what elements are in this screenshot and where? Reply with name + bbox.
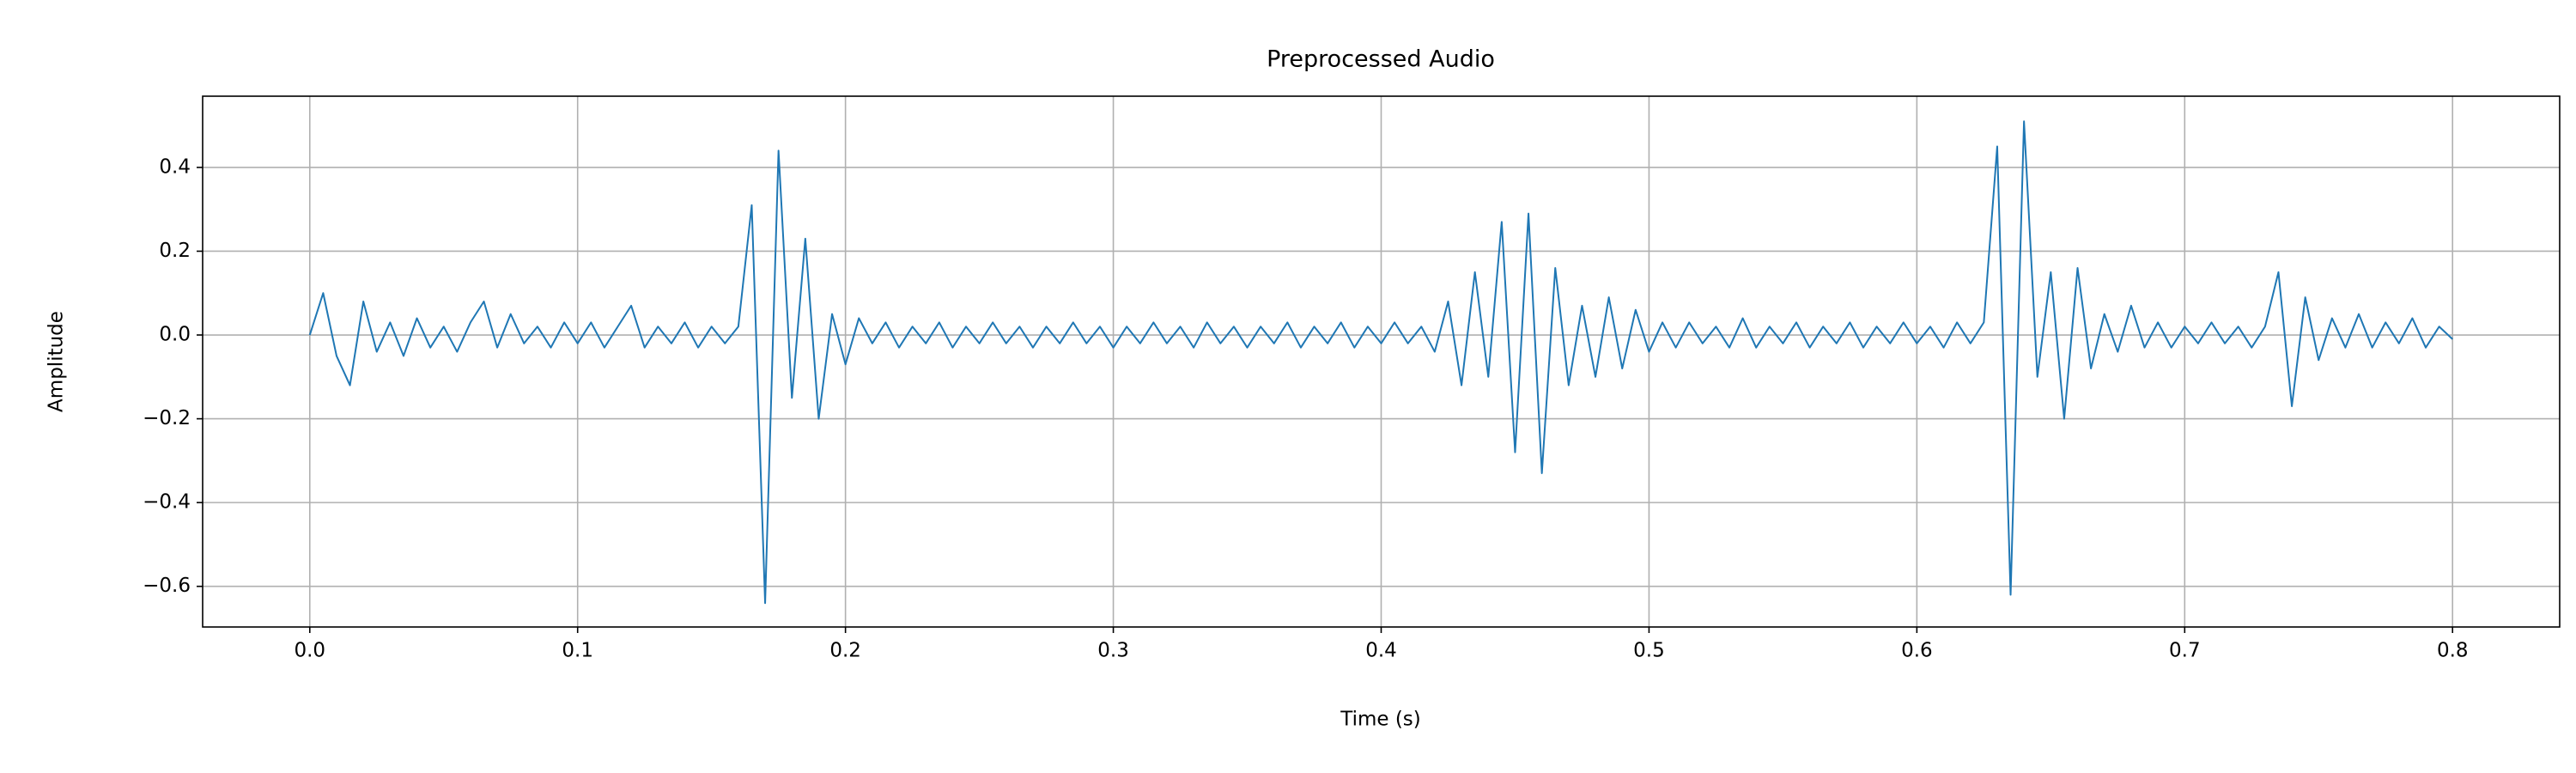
- plot-frame: [202, 95, 2561, 628]
- x-tick-label: 0.6: [1901, 640, 1933, 662]
- y-tick-label: 0.2: [159, 240, 191, 262]
- x-tick-label: 0.2: [829, 640, 861, 662]
- y-tick-label: 0.4: [159, 155, 191, 178]
- x-tick-label: 0.7: [2169, 640, 2201, 662]
- y-tick-label: −0.2: [143, 407, 191, 429]
- x-tick-label: 0.3: [1097, 640, 1129, 662]
- x-tick-label: 0.0: [294, 640, 325, 662]
- chart-title: Preprocessed Audio: [1267, 46, 1495, 73]
- x-tick-label: 0.1: [562, 640, 593, 662]
- y-tick-label: 0.0: [159, 324, 191, 346]
- waveform-line: [308, 120, 2453, 605]
- x-axis-label: Time (s): [1340, 709, 1421, 731]
- x-tick-label: 0.4: [1365, 640, 1397, 662]
- x-tick-label: 0.8: [2437, 640, 2469, 662]
- x-tick-label: 0.5: [1633, 640, 1665, 662]
- y-tick-label: −0.4: [143, 491, 191, 514]
- y-tick-label: −0.6: [143, 575, 191, 597]
- y-axis-label: Amplitude: [46, 311, 68, 412]
